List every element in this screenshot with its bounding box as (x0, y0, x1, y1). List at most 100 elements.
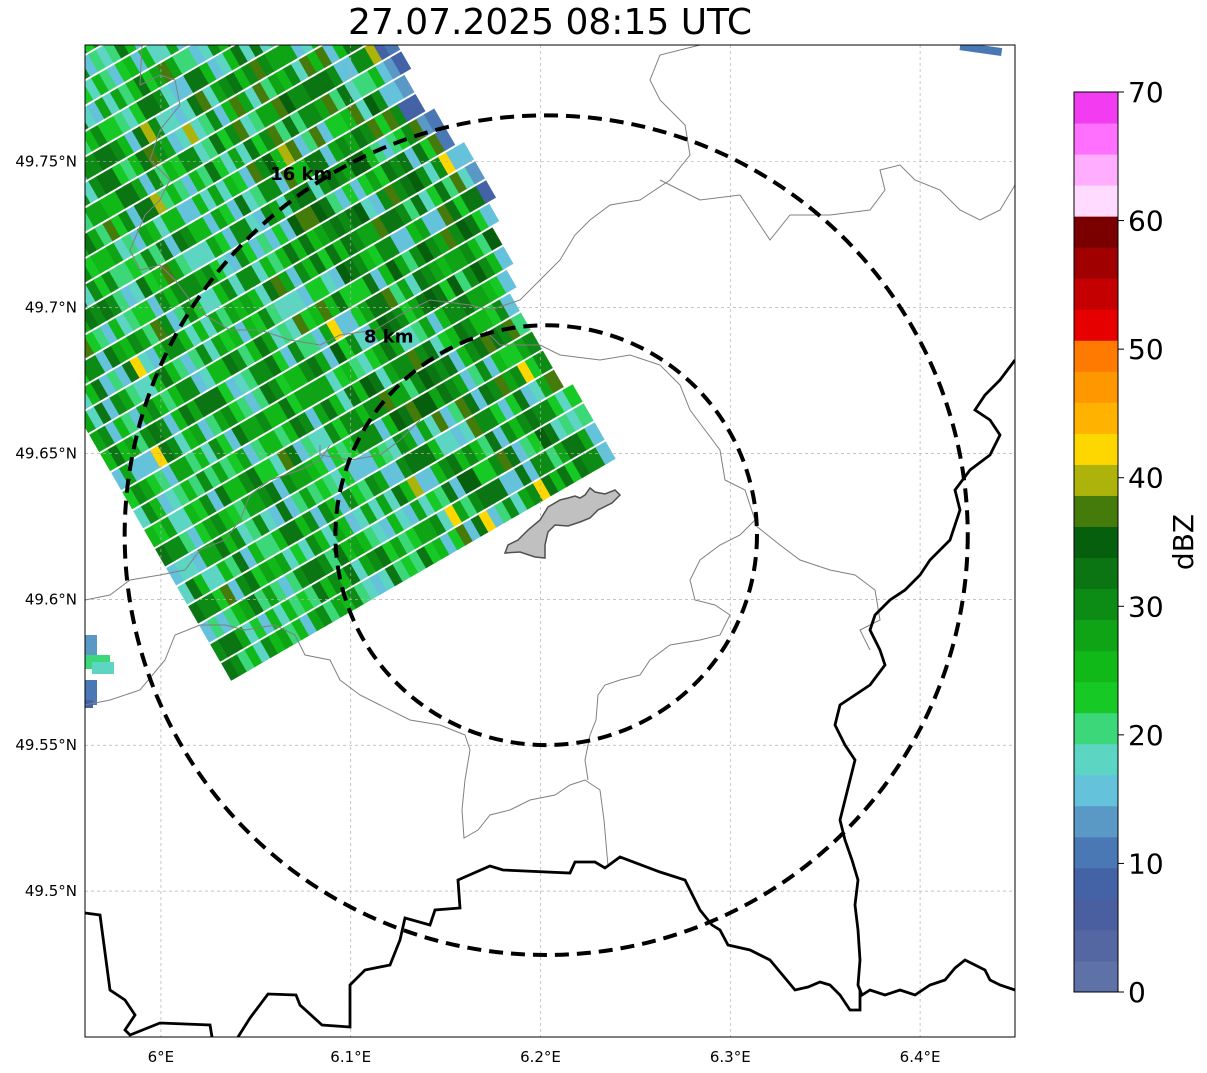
echo-cell (460, 189, 481, 213)
colorbar-swatch (1074, 836, 1118, 869)
echo-cell (214, 178, 236, 202)
echo-cell (267, 376, 288, 401)
colorbar-tick-label: 0 (1128, 976, 1146, 1009)
echo-cell (208, 5, 228, 28)
echo-cell (125, 77, 146, 101)
echo-cell (177, 581, 198, 605)
echo-cell (150, 13, 170, 36)
echo-cell (113, 0, 133, 7)
echo-cell (109, 391, 130, 416)
echo-cell (476, 433, 497, 458)
echo-cell (266, 0, 286, 20)
echo-cell (134, 326, 155, 350)
echo-cell (549, 416, 571, 441)
echo-cell (284, 443, 305, 467)
echo-cell (191, 318, 213, 343)
echo-cell (276, 320, 297, 345)
echo-cell (156, 491, 177, 515)
echo-cell (294, 208, 315, 232)
echo-cell (422, 286, 444, 311)
echo-cell (535, 374, 557, 398)
echo-cell (86, 100, 107, 124)
echo-cell (309, 72, 331, 97)
echo-cell (85, 104, 100, 128)
echo-cell (210, 206, 231, 230)
echo-cell (174, 0, 194, 22)
echo-cell (365, 421, 386, 445)
echo-cell (395, 150, 417, 174)
colorbar-swatch (1074, 898, 1118, 931)
echo-cell (176, 45, 198, 46)
echo-cell (223, 554, 245, 578)
echo-cell (277, 269, 298, 293)
echo-cell (548, 468, 569, 492)
echo-cell (488, 401, 510, 425)
echo-cell (341, 181, 362, 205)
echo-cell (521, 458, 543, 482)
echo-cell (284, 137, 306, 162)
echo-cell (247, 0, 267, 5)
echo-cell (417, 188, 439, 212)
echo-cell (221, 352, 243, 376)
echo-cell (253, 155, 275, 180)
echo-cell (311, 453, 332, 477)
colorbar-swatch (1074, 92, 1118, 124)
echo-cell (543, 369, 564, 394)
echo-cell (229, 347, 250, 372)
echo-cell (369, 266, 391, 291)
echo-cell (116, 133, 137, 158)
echo-cell (404, 399, 425, 423)
echo-cell (295, 462, 316, 486)
echo-cell (289, 541, 310, 566)
echo-cell (495, 448, 516, 472)
echo-cell (29, 235, 49, 258)
echo-cell (166, 4, 186, 27)
echo-cell (312, 96, 334, 120)
echo-cell (102, 344, 124, 368)
echo-cell (288, 288, 309, 312)
echo-cell (242, 568, 264, 593)
echo-cell (247, 540, 268, 565)
echo-cell (124, 255, 145, 280)
echo-cell (346, 280, 367, 304)
lat-tick-labels: 49.5°N 49.55°N 49.6°N 49.65°N 49.7°N 49.75°N (15, 153, 77, 900)
echo-cell (229, 221, 250, 245)
echo-cell (59, 268, 79, 291)
echo-cell (364, 168, 386, 192)
echo-cell (254, 282, 275, 307)
echo-cell (359, 501, 381, 525)
echo-cell (166, 130, 187, 154)
echo-cell (302, 330, 324, 355)
echo-cell (415, 291, 436, 315)
echo-cell (135, 148, 156, 172)
echo-cell (353, 454, 374, 478)
echo-cell (556, 463, 577, 488)
lat-tick-label: 49.6°N (25, 590, 77, 608)
echo-cell (348, 50, 370, 74)
echo-cell (414, 164, 436, 188)
echo-cell (157, 313, 178, 337)
echo-cell (89, 123, 111, 147)
echo-cell (390, 356, 411, 380)
colorbar-swatch (1074, 712, 1118, 745)
echo-cell (240, 61, 262, 86)
echo-cell (151, 266, 172, 290)
echo-cell (158, 134, 179, 159)
echo-cell (234, 573, 256, 597)
echo-cell (323, 420, 344, 444)
echo-cell (256, 611, 278, 635)
echo-cell (56, 245, 76, 268)
echo-cell (245, 592, 267, 616)
echo-cell (509, 490, 530, 515)
echo-cell (273, 118, 295, 143)
echo-cell (317, 373, 338, 397)
echo-cell (350, 125, 371, 149)
echo-cell (251, 512, 273, 536)
echo-cell (217, 507, 238, 531)
echo-cell (273, 550, 295, 575)
echo-cell (175, 506, 196, 530)
echo-cell (349, 303, 370, 328)
echo-cell (266, 555, 287, 579)
echo-cell (192, 445, 213, 469)
echo-cell (399, 300, 420, 324)
